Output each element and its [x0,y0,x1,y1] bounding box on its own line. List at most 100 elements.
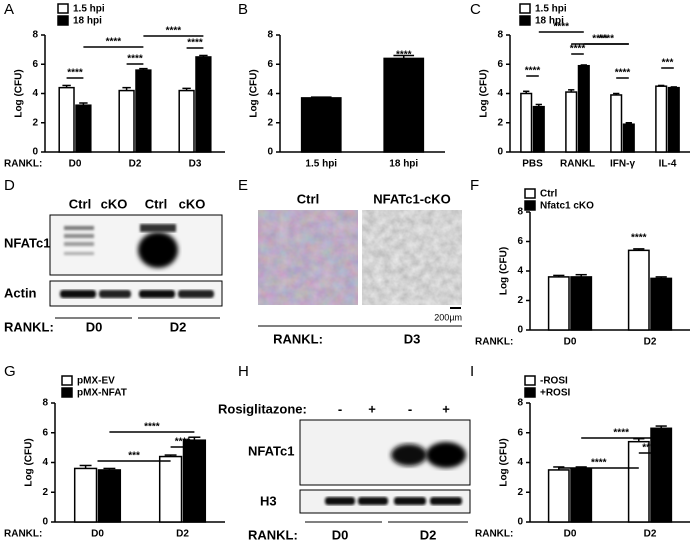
significance-label: **** [570,44,586,55]
bar [182,439,207,523]
y-tick-label: 8 [267,30,273,41]
group-label: D0 [86,319,103,334]
scale-label: 200µm [434,312,462,322]
legend-swatch [524,387,536,398]
y-axis-label: Log (CFU) [14,69,25,117]
x-tick-label: D2 [644,337,657,348]
y-axis-label: Log (CFU) [499,438,510,486]
significance-label: **** [642,443,658,454]
bar [97,469,122,523]
panel-d: D Ctrl cKO Ctrl cKO NFATc1 Actin RANKL: … [4,177,223,334]
lane-label: cKO [101,196,128,211]
significance-label: **** [187,38,203,49]
bar [547,276,570,331]
x-tick-label: D0 [564,337,577,348]
y-axis-label: Log (CFU) [24,438,35,486]
panel-letter: A [4,1,14,18]
y-tick-label: 8 [497,30,503,41]
legend-label: 1.5 hpi [73,4,105,15]
x-tick-label: IL-4 [659,159,677,170]
x-tick-label: PBS [522,159,543,170]
y-tick-label: 6 [517,427,523,438]
panel-letter: B [238,1,248,18]
bar [570,276,593,331]
row-label: Actin [4,285,37,300]
bar [622,123,635,153]
significance-label: **** [144,422,160,433]
panel-letter: G [4,363,16,380]
panel-letter: H [238,363,249,380]
bar [135,69,152,153]
group-label: D3 [404,331,421,346]
legend-label: Nfatc1 cKO [540,201,594,212]
y-tick-label: 2 [517,295,523,306]
y-tick-label: 8 [517,207,523,218]
x-axis-label: RANKL: [475,529,513,540]
micrograph [258,210,358,305]
y-tick-label: 2 [32,117,38,128]
x-tick-label: D2 [644,529,657,540]
y-tick-label: 6 [517,236,523,247]
micrograph [362,210,462,305]
bar [667,86,680,153]
bar [570,467,593,523]
significance-label: **** [591,458,607,469]
legend-label: +ROSI [540,388,571,399]
significance-label: **** [67,68,83,79]
bar [520,92,533,153]
bar [178,89,195,153]
x-tick-label: D2 [129,159,142,170]
significance-label: **** [554,22,570,33]
x-axis-label: RANKL: [4,159,42,170]
bar [383,57,425,153]
bar [158,455,183,523]
bar [655,85,668,153]
x-tick-label: D2 [176,529,189,540]
legend-swatch [524,375,536,386]
x-tick-label: D0 [69,159,82,170]
significance-label: **** [396,50,412,61]
y-tick-label: 4 [517,266,523,277]
panel-e: E Ctrl NFATc1-cKO 200µm RANKL: D3 [238,177,462,346]
bar [627,249,650,331]
treatment-label: Rosiglitazone: [218,401,307,416]
blot-bands [64,226,94,255]
group-label: D2 [170,319,187,334]
x-axis-label: RANKL: [4,529,42,540]
x-tick-label: D3 [189,159,202,170]
legend-swatch [524,188,536,199]
significance-label: **** [631,233,647,244]
lane-label: + [368,401,376,416]
y-tick-label: 0 [497,147,503,158]
row-label: NFATc1 [248,443,294,458]
panel-letter: E [238,177,248,194]
y-tick-label: 6 [42,427,48,438]
condition-label: RANKL: [248,527,298,542]
legend-swatch [57,15,69,26]
significance-label: **** [127,54,143,65]
significance-label: **** [166,26,182,37]
y-tick-label: 8 [42,398,48,409]
y-axis-label: Log (CFU) [249,69,260,117]
bar [650,277,673,331]
bar [195,56,212,153]
significance-label: **** [615,68,631,79]
y-tick-label: 2 [497,117,503,128]
panel-h: H Rosiglitazone: - + - + NFATc1 H3 RANKL… [218,363,471,542]
blot-band [391,444,427,466]
blot-band [426,442,466,468]
significance-label: **** [525,66,541,77]
y-axis-label: Log (CFU) [479,69,490,117]
bar [610,94,623,153]
bar [532,105,545,153]
y-tick-label: 8 [32,30,38,41]
y-tick-label: 4 [517,457,523,468]
legend-swatch [519,15,531,26]
legend-label: 18 hpi [73,16,102,27]
panel-letter: D [4,177,15,194]
significance-label: **** [106,37,122,48]
bar [118,89,135,153]
y-tick-label: 0 [267,147,273,158]
y-tick-label: 0 [32,147,38,158]
